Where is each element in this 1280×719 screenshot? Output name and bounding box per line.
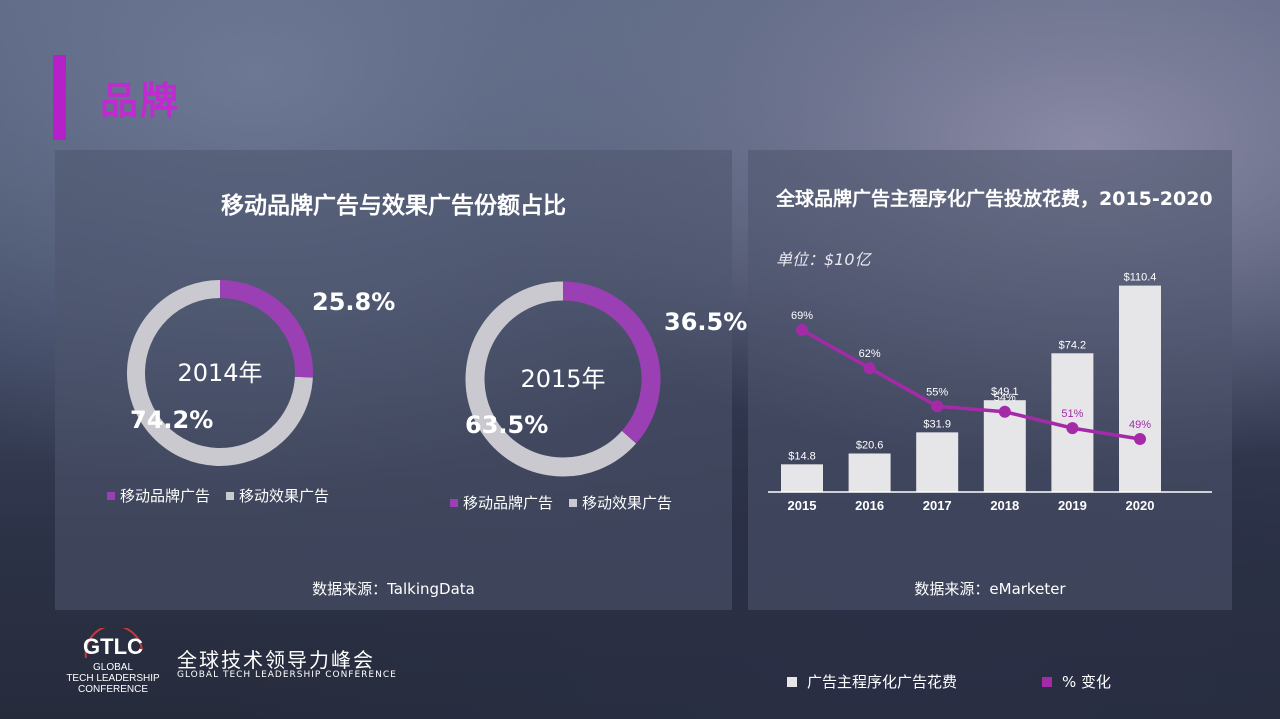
donut-label-brand: 25.8% [312, 288, 395, 316]
legend-line-label: % 变化 [1062, 673, 1112, 691]
legend-performance-label: 移动效果广告 [239, 487, 330, 505]
donut-slice-brand [562, 281, 661, 444]
line-series [801, 328, 1141, 441]
x-tick-label: 2015 [788, 498, 817, 513]
bar-panel-title: 全球品牌广告主程序化广告投放花费，2015-2020 [776, 188, 1213, 210]
line-point [1134, 433, 1146, 445]
bar-2016 [848, 453, 891, 492]
donut-slice-performance [127, 280, 313, 466]
donut-center-year: 2014年 [177, 359, 262, 387]
left-data-source: 数据来源：TalkingData [312, 580, 475, 598]
legend-brand-label: 移动品牌广告 [120, 487, 211, 505]
x-tick-label: 2018 [990, 498, 1019, 513]
x-tick-label: 2019 [1058, 498, 1087, 513]
logo-text: GTLC [83, 634, 143, 659]
page-title: 品牌 [100, 79, 181, 123]
donut-label-performance: 74.2% [130, 406, 213, 434]
legend-bars-swatch [787, 676, 797, 687]
logo-sub-1: GLOBAL [93, 662, 133, 673]
line-point-label: 51% [1061, 408, 1083, 420]
legend-2015: 移动品牌广告 移动效果广告 [450, 492, 672, 513]
bar-value-label: $74.2 [1059, 339, 1087, 351]
x-tick-label: 2017 [923, 498, 952, 513]
bar-value-label: $49.1 [991, 386, 1019, 398]
bar-2015 [781, 464, 823, 492]
line-point-label: 54% [994, 392, 1016, 404]
gtlc-logo: GTLC GLOBAL TECH LEADERSHIP CONFERENCE [66, 628, 160, 695]
donut-center-year: 2015年 [520, 365, 605, 393]
bar-2017 [916, 432, 959, 492]
right-data-source: 数据来源：eMarketer [914, 580, 1066, 598]
bar-chart-panel: 全球品牌广告主程序化广告投放花费，2015-2020 单位：$10亿 $14.8… [748, 150, 1232, 691]
donut-slice-brand [219, 280, 313, 378]
conference-name-en: GLOBAL TECH LEADERSHIP CONFERENCE [177, 670, 397, 680]
bar-value-label: $110.4 [1124, 272, 1157, 284]
line-point-label: 62% [859, 348, 881, 360]
legend-performance-label: 移动效果广告 [582, 494, 673, 512]
bar-value-label: $31.9 [923, 418, 951, 430]
line-point [1066, 422, 1079, 435]
legend-brand-label: 移动品牌广告 [463, 494, 554, 512]
donut-panel-title: 移动品牌广告与效果广告份额占比 [221, 193, 566, 219]
bar-2020 [1119, 285, 1161, 492]
legend-2014: 移动品牌广告 移动效果广告 [107, 485, 329, 506]
legend-brand-swatch [107, 491, 115, 500]
unit-label: 单位：$10亿 [776, 250, 871, 269]
line-point [931, 400, 944, 413]
donut-charts-svg: 2014年 25.8% 74.2% 2015年 36.5% 63.5% [127, 280, 747, 477]
donut-label-brand: 36.5% [664, 308, 747, 336]
conference-name-cn: 全球技术领导力峰会 [177, 648, 375, 672]
x-tick-label: 2016 [855, 498, 884, 513]
legend-line: % 变化 [1042, 671, 1111, 692]
legend-performance-swatch [226, 491, 235, 500]
title-accent-bar [53, 55, 66, 140]
donut-label-performance: 63.5% [465, 411, 548, 439]
x-tick-label: 2020 [1126, 498, 1155, 513]
logo-sub-3: CONFERENCE [78, 684, 148, 695]
legend-brand-swatch [450, 498, 458, 507]
line-point-label: 55% [926, 386, 948, 398]
donut-chart-panel: 移动品牌广告与效果广告份额占比 2014年 25.8% 74.2% 2015年 36.5… [55, 150, 747, 610]
line-point-label: 69% [791, 310, 813, 322]
line-point [863, 362, 876, 375]
logo-sub-2: TECH LEADERSHIP [66, 673, 160, 684]
line-point [998, 405, 1011, 418]
legend-line-swatch [1042, 676, 1052, 687]
donut-slice-performance [465, 281, 637, 477]
bar-line-chart-svg: $14.8 2015 $20.6 2016 $31.9 2017 $49.1 2018 $74.… [768, 272, 1212, 513]
bar-value-label: $14.8 [788, 450, 816, 462]
legend-bars-label: 广告主程序化广告花费 [807, 673, 958, 691]
legend-bars: 广告主程序化广告花费 [787, 671, 957, 692]
line-point [796, 324, 808, 336]
line-point-label: 49% [1129, 419, 1151, 431]
legend-performance-swatch [569, 498, 578, 507]
bar-value-label: $20.6 [856, 439, 884, 451]
